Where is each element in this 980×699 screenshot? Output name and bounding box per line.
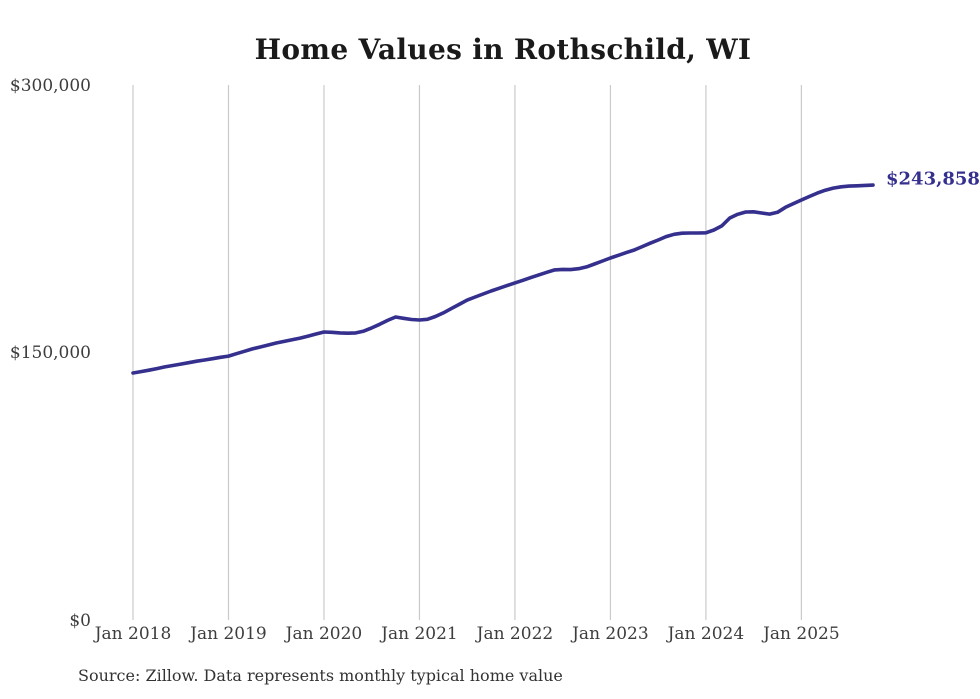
x-axis-tick-label: Jan 2019 [190,624,267,644]
x-axis-tick-label: Jan 2025 [763,624,840,644]
source-caption: Source: Zillow. Data represents monthly … [78,666,563,685]
x-axis-tick-label: Jan 2018 [94,624,172,644]
x-axis-tick-label: Jan 2020 [285,624,363,644]
x-axis-tick-label: Jan 2024 [667,624,745,644]
y-axis-tick-label: $300,000 [9,76,91,96]
x-axis-tick-label: Jan 2021 [381,624,458,644]
y-axis-tick-label: $0 [69,611,91,631]
chart-title: Home Values in Rothschild, WI [254,33,752,66]
y-axis-tick-label: $150,000 [9,343,91,363]
x-axis-tick-label: Jan 2022 [476,624,554,644]
x-axis-tick-label: Jan 2023 [572,624,649,644]
line-end-value-label: $243,858 [886,168,980,190]
